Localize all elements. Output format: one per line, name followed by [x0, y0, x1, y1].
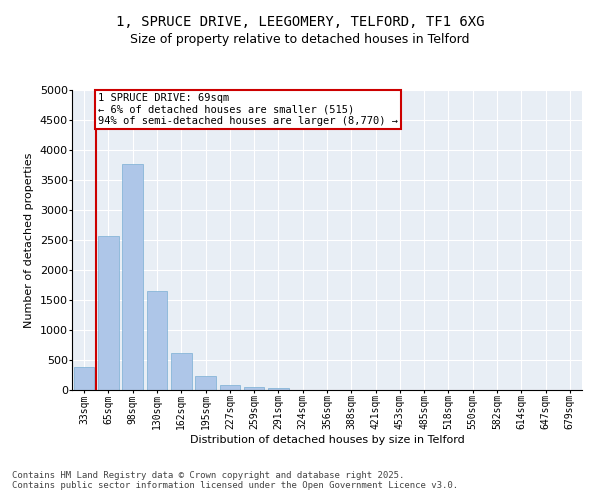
X-axis label: Distribution of detached houses by size in Telford: Distribution of detached houses by size …	[190, 435, 464, 445]
Text: Size of property relative to detached houses in Telford: Size of property relative to detached ho…	[130, 32, 470, 46]
Bar	[195, 376, 216, 390]
Y-axis label: Number of detached properties: Number of detached properties	[24, 152, 34, 328]
Bar	[74, 367, 94, 390]
Bar	[244, 386, 265, 390]
Bar	[220, 384, 240, 390]
Text: 1, SPRUCE DRIVE, LEEGOMERY, TELFORD, TF1 6XG: 1, SPRUCE DRIVE, LEEGOMERY, TELFORD, TF1…	[116, 15, 484, 29]
Bar	[268, 388, 289, 390]
Text: Contains HM Land Registry data © Crown copyright and database right 2025.
Contai: Contains HM Land Registry data © Crown c…	[12, 470, 458, 490]
Bar	[171, 353, 191, 390]
Bar	[122, 164, 143, 390]
Bar	[98, 236, 119, 390]
Text: 1 SPRUCE DRIVE: 69sqm
← 6% of detached houses are smaller (515)
94% of semi-deta: 1 SPRUCE DRIVE: 69sqm ← 6% of detached h…	[98, 93, 398, 126]
Bar	[146, 291, 167, 390]
